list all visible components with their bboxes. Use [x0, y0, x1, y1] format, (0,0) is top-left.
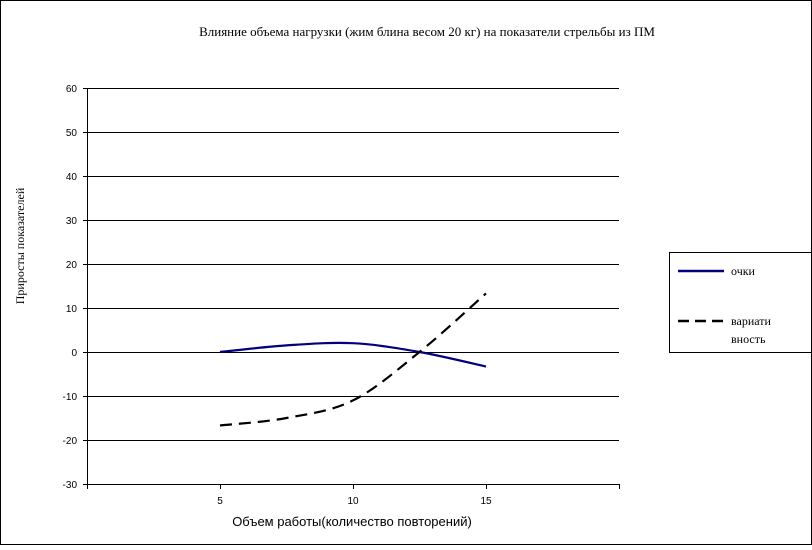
- y-tick-label: -10: [63, 392, 78, 403]
- legend: очки вариати вность: [669, 252, 812, 353]
- y-axis-label-text: Приросты показателей: [13, 187, 27, 304]
- y-tick-label: -20: [63, 436, 78, 447]
- y-tick-label: -30: [63, 480, 78, 491]
- legend-label-series-2-line-2: вность: [731, 332, 766, 346]
- series-line-2: [219, 292, 487, 427]
- series-line-1: [219, 341, 487, 368]
- y-tick-label: 60: [66, 84, 78, 95]
- x-tick-label: 15: [480, 496, 492, 507]
- legend-label-series-2-line-1: вариати: [731, 314, 772, 328]
- x-tick-label: 10: [347, 496, 359, 507]
- y-axis-label: Приросты показателей: [13, 187, 27, 304]
- y-tick-label: 20: [66, 260, 78, 271]
- y-tick-label: 50: [66, 128, 78, 139]
- y-tick-label: 30: [66, 216, 78, 227]
- series-layer: [219, 292, 487, 427]
- grid-layer: [87, 88, 619, 441]
- x-axis-label: Объем работы(количество повторений): [232, 514, 472, 529]
- y-tick-label: 40: [66, 172, 78, 183]
- axis-layer: 60 50 40 30 20 10 0 -10 -20 -30 5 10 15: [63, 84, 620, 507]
- legend-box: [669, 252, 812, 353]
- chart-title: Влияние объема нагрузки (жим блина весом…: [199, 24, 655, 39]
- x-tick-label: 5: [217, 496, 223, 507]
- legend-label-series-1: очки: [731, 264, 756, 278]
- y-tick-label: 0: [71, 348, 77, 359]
- y-tick-label: 10: [66, 304, 78, 315]
